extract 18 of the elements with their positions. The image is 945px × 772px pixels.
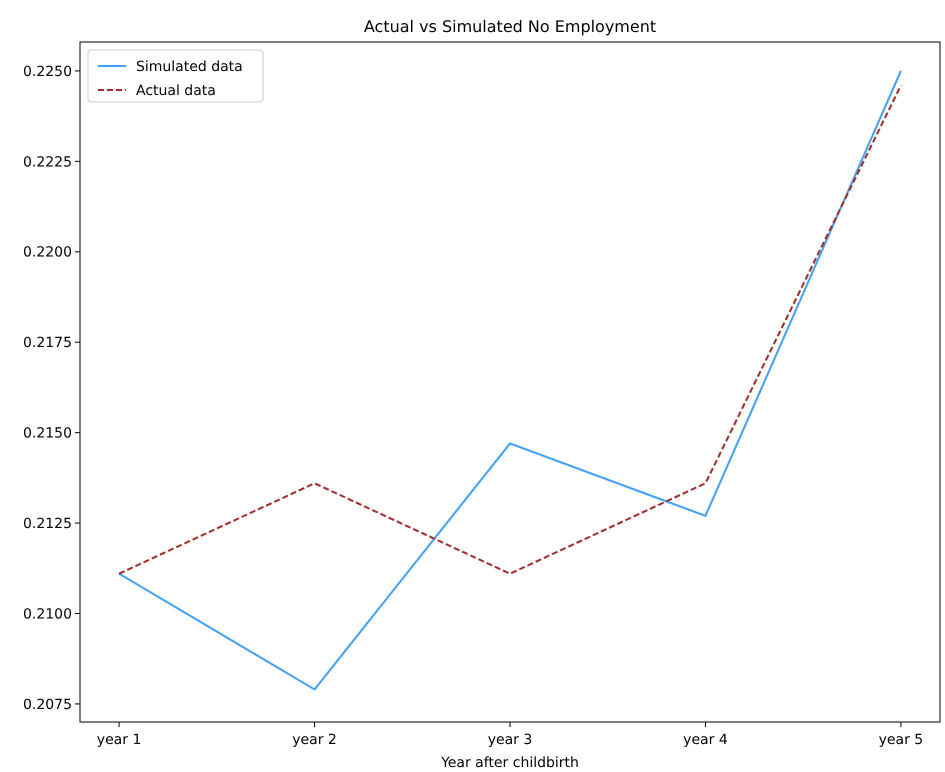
y-tick-label: 0.2150 <box>23 426 72 442</box>
y-tick-label: 0.2200 <box>23 244 72 261</box>
x-tick-label: year 4 <box>683 732 728 748</box>
chart-title: Actual vs Simulated No Employment <box>364 17 656 36</box>
x-tick-label: year 2 <box>292 732 337 748</box>
x-tick-label: year 1 <box>96 732 142 748</box>
y-tick-label: 0.2125 <box>23 516 72 532</box>
y-tick-label: 0.2225 <box>23 154 72 170</box>
legend-label: Simulated data <box>136 58 243 75</box>
x-tick-label: year 5 <box>878 732 924 748</box>
legend-label: Actual data <box>136 82 216 99</box>
y-tick-label: 0.2175 <box>23 335 72 352</box>
y-tick-label: 0.2250 <box>23 64 72 80</box>
x-tick-label: year 3 <box>488 732 532 748</box>
line-series <box>118 70 902 690</box>
x-axis-title: Year after childbirth <box>440 755 579 771</box>
y-tick-label: 0.2075 <box>23 696 72 713</box>
y-tick-label: 0.2100 <box>23 606 72 622</box>
